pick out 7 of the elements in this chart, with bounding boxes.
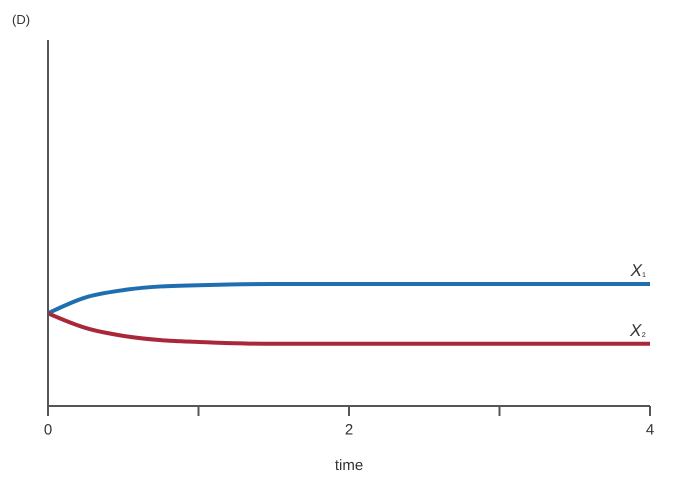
- x-tick-label: 0: [44, 422, 52, 439]
- x-axis-title: time: [334, 457, 364, 474]
- series-label: X₁: [630, 261, 646, 280]
- x-tick-label: 4: [646, 422, 654, 439]
- x-tick-label: 2: [344, 422, 354, 439]
- series-label: X₂: [628, 320, 646, 340]
- chart-title: (D): [12, 12, 30, 27]
